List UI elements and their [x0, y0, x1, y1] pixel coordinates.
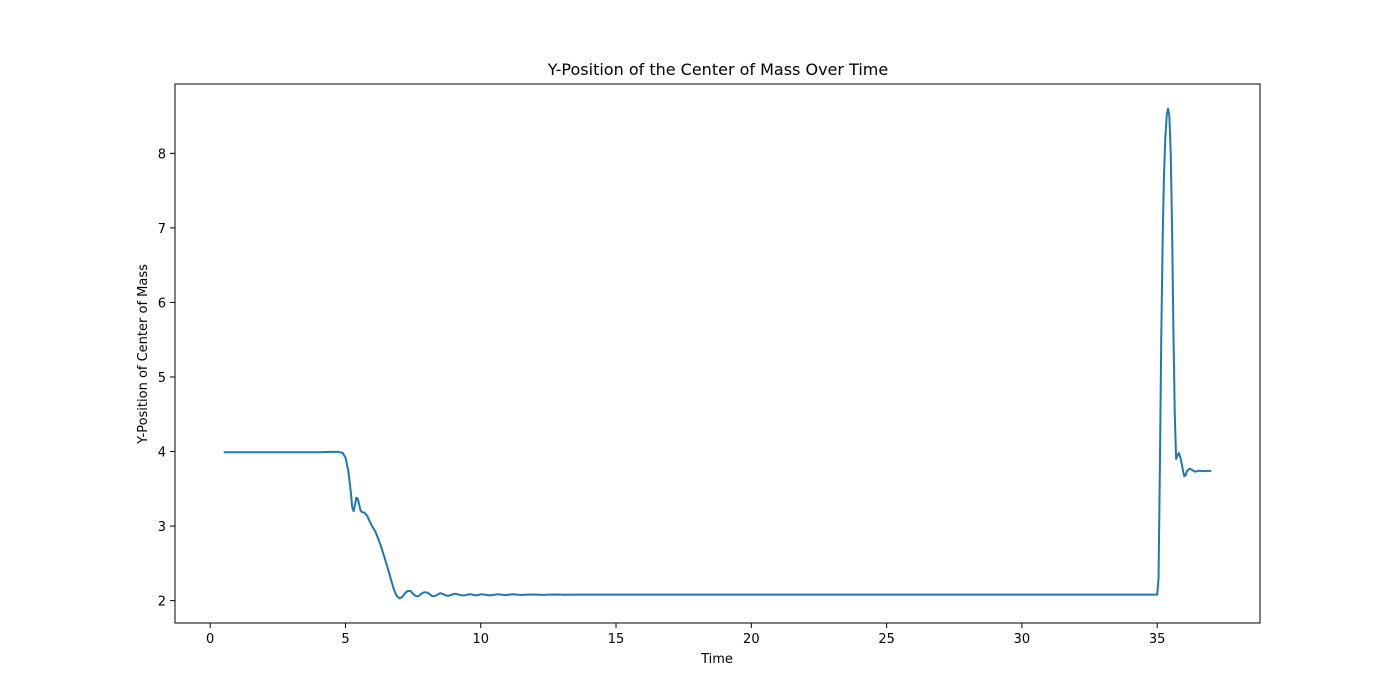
x-tick-label: 25 — [878, 632, 895, 647]
y-tick-label: 6 — [158, 296, 166, 311]
x-tick-label: 20 — [743, 632, 760, 647]
y-tick-label: 8 — [158, 147, 166, 162]
y-tick-label: 5 — [158, 371, 166, 386]
y-tick-label: 4 — [158, 446, 166, 461]
axes-frame — [174, 83, 1261, 624]
x-tick-label: 35 — [1149, 632, 1166, 647]
y-tick-label: 7 — [158, 222, 166, 237]
x-tick-label: 0 — [206, 632, 214, 647]
x-tick-label: 30 — [1014, 632, 1031, 647]
y-tick-label: 2 — [158, 595, 166, 610]
x-axis-ticks: 0 5 10 15 20 25 30 35 — [206, 623, 1165, 647]
series-line-0 — [223, 107, 1212, 600]
x-tick-label: 10 — [472, 632, 489, 647]
chart-title: Y-Position of the Center of Mass Over Ti… — [547, 60, 888, 79]
y-tick-label: 3 — [158, 520, 166, 535]
x-axis-label: Time — [700, 652, 733, 667]
y-axis-ticks: 2 3 4 5 6 7 8 — [158, 147, 175, 610]
x-tick-label: 5 — [341, 632, 349, 647]
x-tick-label: 15 — [608, 632, 625, 647]
plot-area — [174, 83, 1261, 624]
y-axis-label: Y-Position of Center of Mass — [136, 264, 151, 445]
